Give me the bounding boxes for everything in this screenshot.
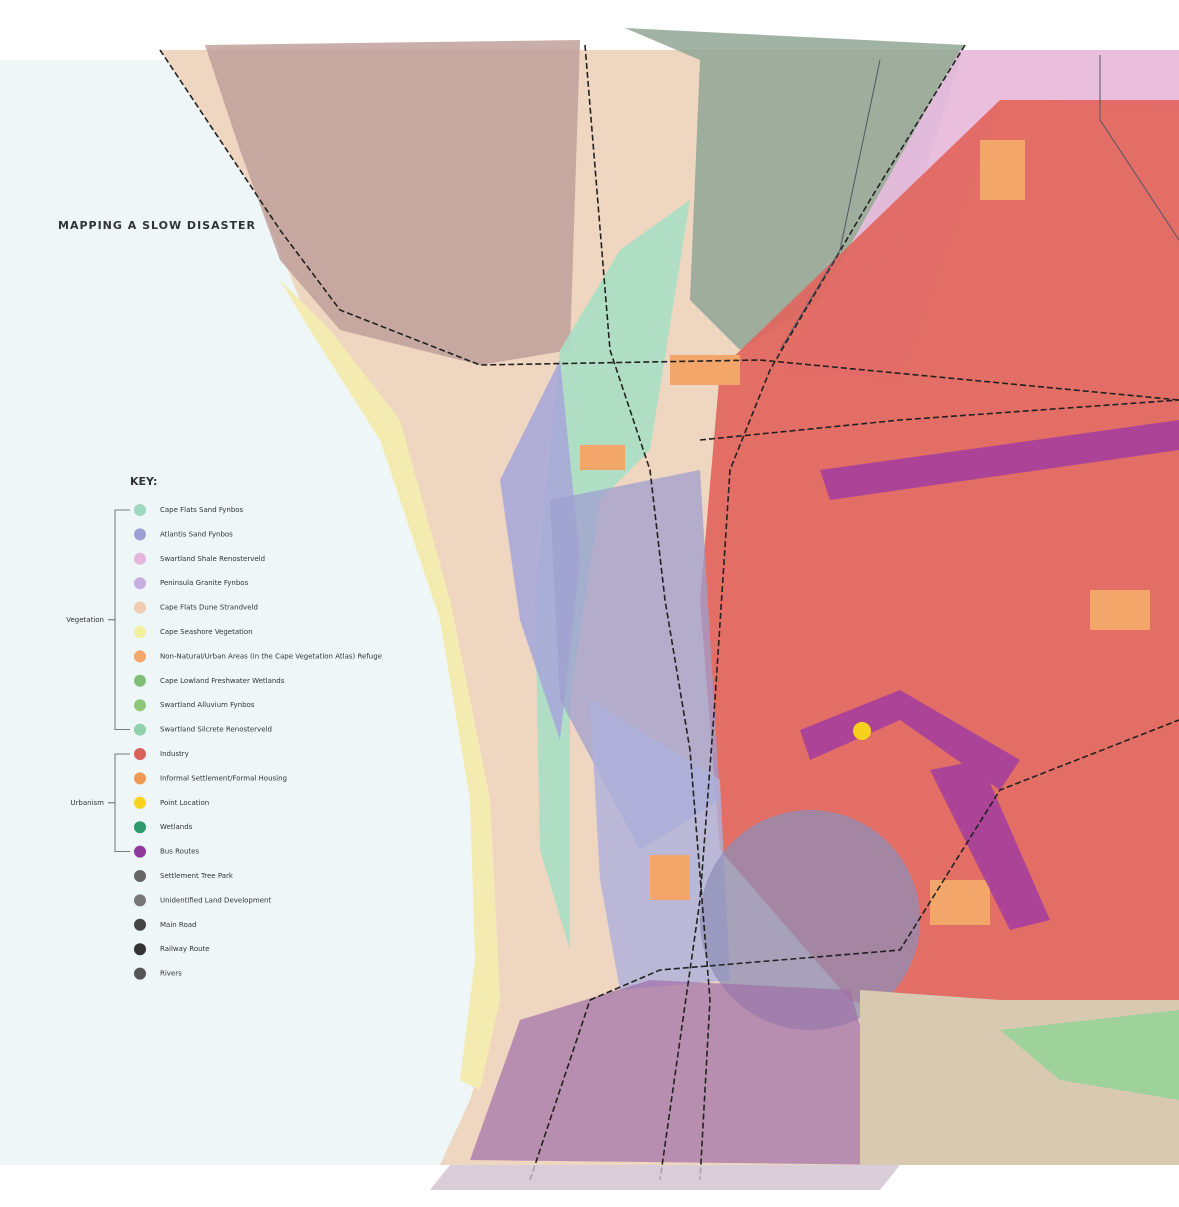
- legend-label: Peninsula Granite Fynbos: [160, 579, 249, 587]
- legend-swatch: [134, 577, 146, 590]
- legend-label: Main Road: [160, 921, 197, 929]
- railway: [584, 44, 711, 1181]
- river: [779, 59, 881, 351]
- legend-swatch: [134, 894, 146, 907]
- legend-swatch: [134, 943, 146, 956]
- legend-label: Atlantis Sand Fynbos: [160, 530, 233, 538]
- legend-swatch: [134, 650, 146, 663]
- group-bracket: [108, 753, 130, 852]
- legend-label: Point Location: [160, 799, 209, 807]
- legend-swatch: [134, 845, 146, 858]
- farm-region: [625, 28, 965, 350]
- legend-label: Industry: [160, 750, 189, 758]
- legend-swatch: [134, 601, 146, 614]
- key-heading: KEY:: [130, 475, 157, 488]
- main-road: [699, 399, 1179, 441]
- rivers: [779, 55, 1179, 351]
- legend-label: Cape Seashore Vegetation: [160, 628, 253, 636]
- group-label: Urbanism: [70, 799, 104, 807]
- group-label: Vegetation: [66, 616, 104, 624]
- patch: [1090, 590, 1150, 630]
- map-title: MAPPING A SLOW DISASTER: [58, 219, 256, 232]
- legend-swatch: [134, 870, 146, 882]
- bus-routes: [800, 420, 1179, 930]
- legend-label: Unidentified Land Development: [160, 896, 271, 904]
- legend-swatch: [134, 772, 146, 785]
- legend-swatch: [134, 967, 146, 980]
- legend-swatch: [134, 723, 146, 736]
- orange-patches: [580, 140, 1150, 925]
- legend-swatch: [134, 748, 146, 760]
- roads: [159, 44, 1179, 1181]
- legend-label: Railway Route: [160, 945, 210, 953]
- legend-label: Bus Routes: [160, 848, 199, 856]
- legend-swatch: [134, 796, 146, 809]
- legend-swatch: [134, 674, 146, 687]
- teal-strip: [535, 200, 690, 950]
- north-region: [205, 40, 580, 365]
- map-layers: [0, 28, 1179, 1190]
- legend-swatch: [134, 821, 146, 834]
- legend-label: Rivers: [160, 970, 182, 978]
- patch: [650, 855, 690, 900]
- legend-label: Cape Flats Sand Fynbos: [160, 506, 244, 514]
- legend-label: Informal Settlement/Formal Housing: [160, 774, 287, 782]
- route: [820, 420, 1179, 500]
- purple-south: [470, 980, 900, 1165]
- legend-label: Cape Flats Dune Strandveld: [160, 604, 258, 612]
- legend-swatch: [134, 626, 146, 638]
- legend-label: Swartland Alluvium Fynbos: [160, 701, 255, 709]
- frame-edge: [430, 1165, 900, 1190]
- patch: [670, 355, 740, 385]
- lavender-south: [590, 700, 730, 990]
- gray-district: [700, 810, 920, 1030]
- patch: [980, 140, 1025, 200]
- green-southeast: [1000, 1010, 1179, 1100]
- river: [1099, 55, 1179, 241]
- legend-swatch: [134, 504, 146, 516]
- legend-label: Cape Lowland Freshwater Wetlands: [160, 677, 285, 685]
- main-road: [159, 49, 1179, 401]
- legend-label: Swartland Silcrete Renosterveld: [160, 726, 272, 734]
- legend-label: Wetlands: [160, 823, 193, 831]
- main-road: [589, 719, 1179, 1001]
- legend-swatch: [134, 699, 146, 712]
- railway: [529, 999, 591, 1181]
- coast-strip: [280, 280, 500, 1090]
- group-bracket: [108, 509, 130, 730]
- legend-swatch: [134, 528, 146, 541]
- legend-label: Settlement Tree Park: [160, 872, 234, 880]
- legend-swatch: [134, 918, 146, 931]
- railway: [659, 44, 966, 1181]
- route: [930, 760, 1050, 930]
- legend-label: Swartland Shale Renosterveld: [160, 555, 265, 563]
- point-location: [853, 722, 871, 740]
- patch: [580, 445, 625, 470]
- legend: Cape Flats Sand Fynbos Atlantis Sand Fynb…: [66, 504, 382, 980]
- legend-swatch: [134, 552, 146, 565]
- legend-label: Non-Natural/Urban Areas (in the Cape Veg…: [160, 652, 382, 660]
